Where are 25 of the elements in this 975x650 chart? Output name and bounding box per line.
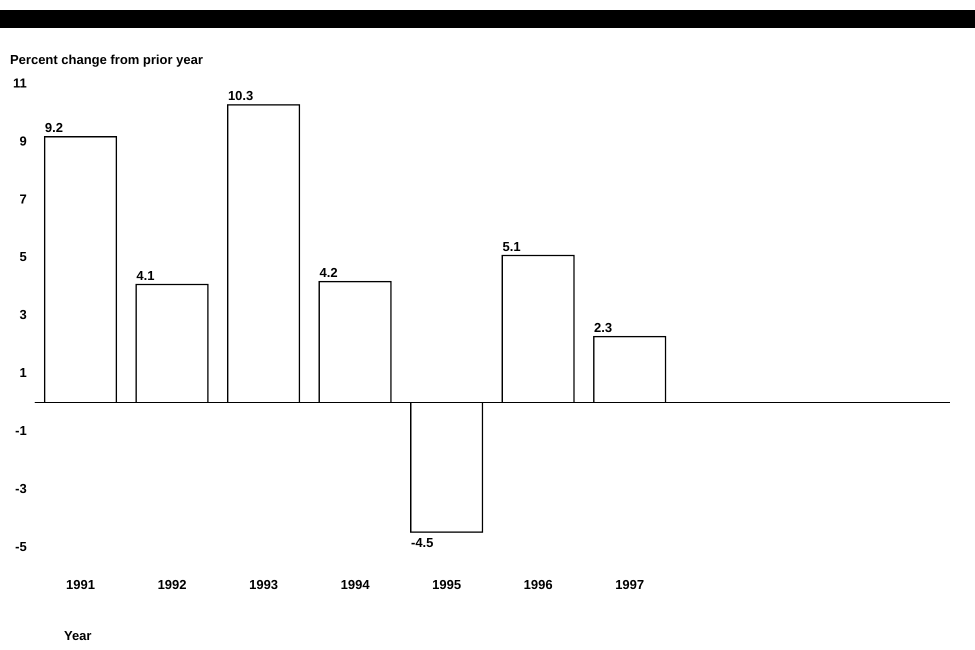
x-tick-label: 1994: [340, 576, 370, 592]
y-tick-label: 9: [20, 133, 27, 148]
data-label: 5.1: [502, 238, 521, 254]
y-tick-label: -5: [15, 538, 27, 554]
x-tick-label: 1996: [524, 576, 553, 592]
data-label: 4.1: [136, 268, 154, 283]
y-tick-label: -3: [15, 481, 27, 496]
data-label: 2.3: [594, 320, 612, 335]
y-tick-label: -1: [15, 423, 27, 438]
y-tick-label: 7: [20, 191, 27, 206]
x-tick-label: 1992: [158, 576, 186, 592]
data-label: 4.2: [319, 264, 338, 280]
y-axis-title: Percent change from prior year: [10, 52, 203, 67]
data-label: 9.2: [44, 120, 63, 136]
x-tick-label: 1995: [432, 576, 462, 592]
y-tick-label: 5: [20, 249, 27, 264]
y-tick-label: 1: [20, 365, 27, 380]
y-tick-label: 3: [20, 307, 27, 322]
data-label: -4.5: [411, 534, 434, 550]
data-label: 10.3: [228, 88, 254, 104]
x-tick-label: 1991: [66, 576, 95, 592]
y-tick-label: 11: [12, 75, 27, 90]
x-tick-label: 1997: [615, 576, 644, 592]
x-axis-title: Year: [64, 628, 92, 643]
x-tick-label: 1993: [249, 576, 278, 592]
